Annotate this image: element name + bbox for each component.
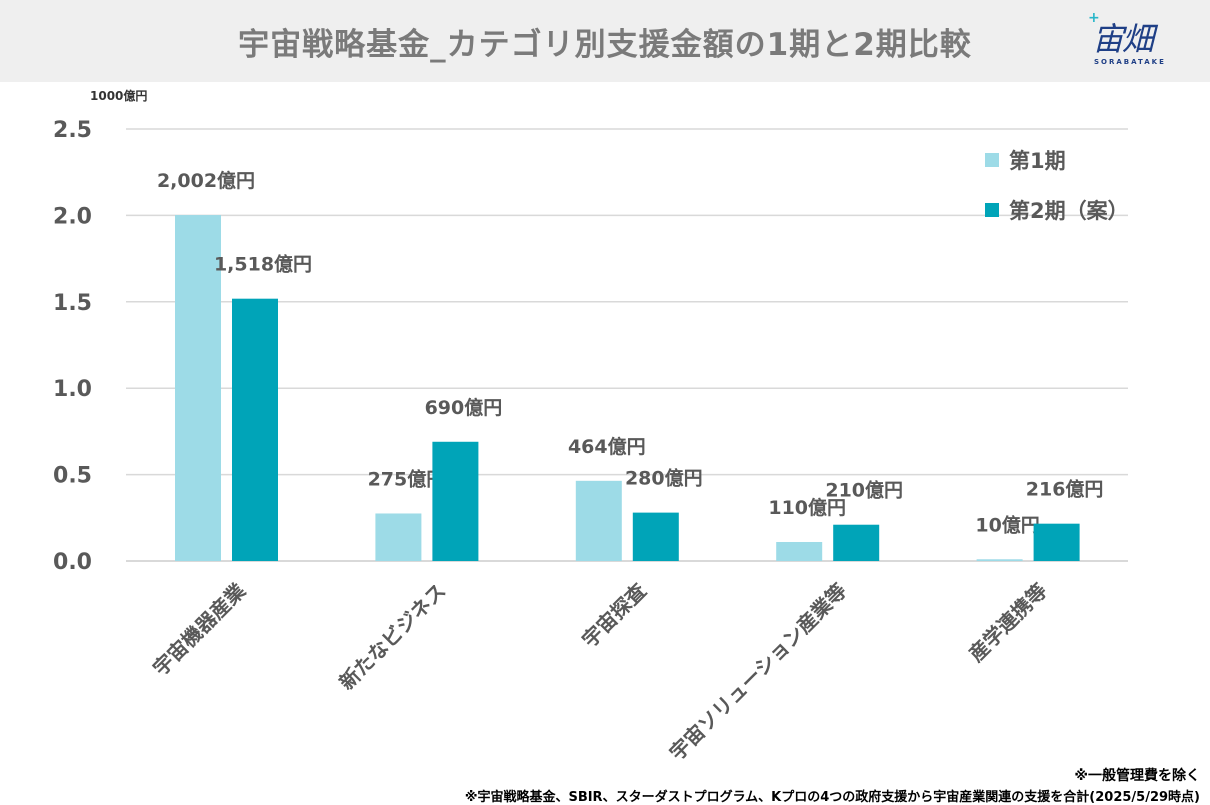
data-label: 2,002億円	[157, 169, 255, 192]
sorabatake-logo: + 宙畑 SORABATAKE	[1088, 10, 1178, 72]
bar	[375, 513, 422, 561]
bar	[232, 298, 278, 561]
legend-label: 第1期	[1009, 149, 1066, 173]
bar	[632, 512, 679, 561]
chart-title: 宇宙戦略基金_カテゴリ別支援金額の1期と2期比較	[238, 26, 972, 63]
logo-text: 宙畑	[1092, 20, 1154, 58]
bar	[833, 524, 880, 561]
legend-swatch	[985, 203, 999, 217]
bar	[776, 541, 823, 561]
legend-label: 第2期（案）	[1009, 199, 1129, 223]
legend-swatch	[985, 153, 999, 167]
footnote-1: ※一般管理費を除く	[1074, 768, 1200, 784]
bar	[432, 441, 479, 561]
y-tick-label: 2.0	[53, 204, 92, 229]
data-label: 10億円	[975, 513, 1039, 536]
data-label: 110億円	[768, 496, 846, 519]
data-label: 216億円	[1026, 478, 1104, 501]
logo-subtext: SORABATAKE	[1094, 58, 1166, 66]
y-tick-label: 1.0	[53, 377, 92, 402]
category-label: 宇宙探査	[577, 579, 651, 653]
category-label: 産学連携等	[964, 579, 1052, 667]
data-label: 275億円	[368, 467, 446, 490]
data-label: 280億円	[625, 467, 703, 490]
category-label: 宇宙ソリューション産業等	[665, 579, 851, 765]
logo-plus-icon: +	[1088, 10, 1100, 26]
category-label: 新たなビジネス	[334, 579, 450, 695]
category-label: 宇宙機器産業	[148, 578, 251, 681]
y-tick-label: 1.5	[53, 291, 92, 316]
y-unit-label: 1000億円	[90, 88, 147, 103]
footnote-2: ※宇宙戦略基金、SBIR、スターダストプログラム、Kプロの4つの政府支援から宇宙…	[464, 790, 1200, 805]
bar	[976, 559, 1023, 561]
bar	[175, 215, 221, 562]
y-tick-label: 0.5	[53, 464, 92, 489]
y-tick-label: 0.0	[53, 550, 92, 575]
header-bar	[0, 0, 1210, 82]
data-label: 210億円	[825, 479, 903, 502]
data-label: 464億円	[568, 435, 646, 458]
bar	[575, 480, 622, 561]
data-label: 1,518億円	[214, 253, 312, 276]
bar	[1033, 523, 1080, 561]
data-label: 690億円	[425, 396, 503, 419]
y-tick-label: 2.5	[53, 118, 92, 143]
